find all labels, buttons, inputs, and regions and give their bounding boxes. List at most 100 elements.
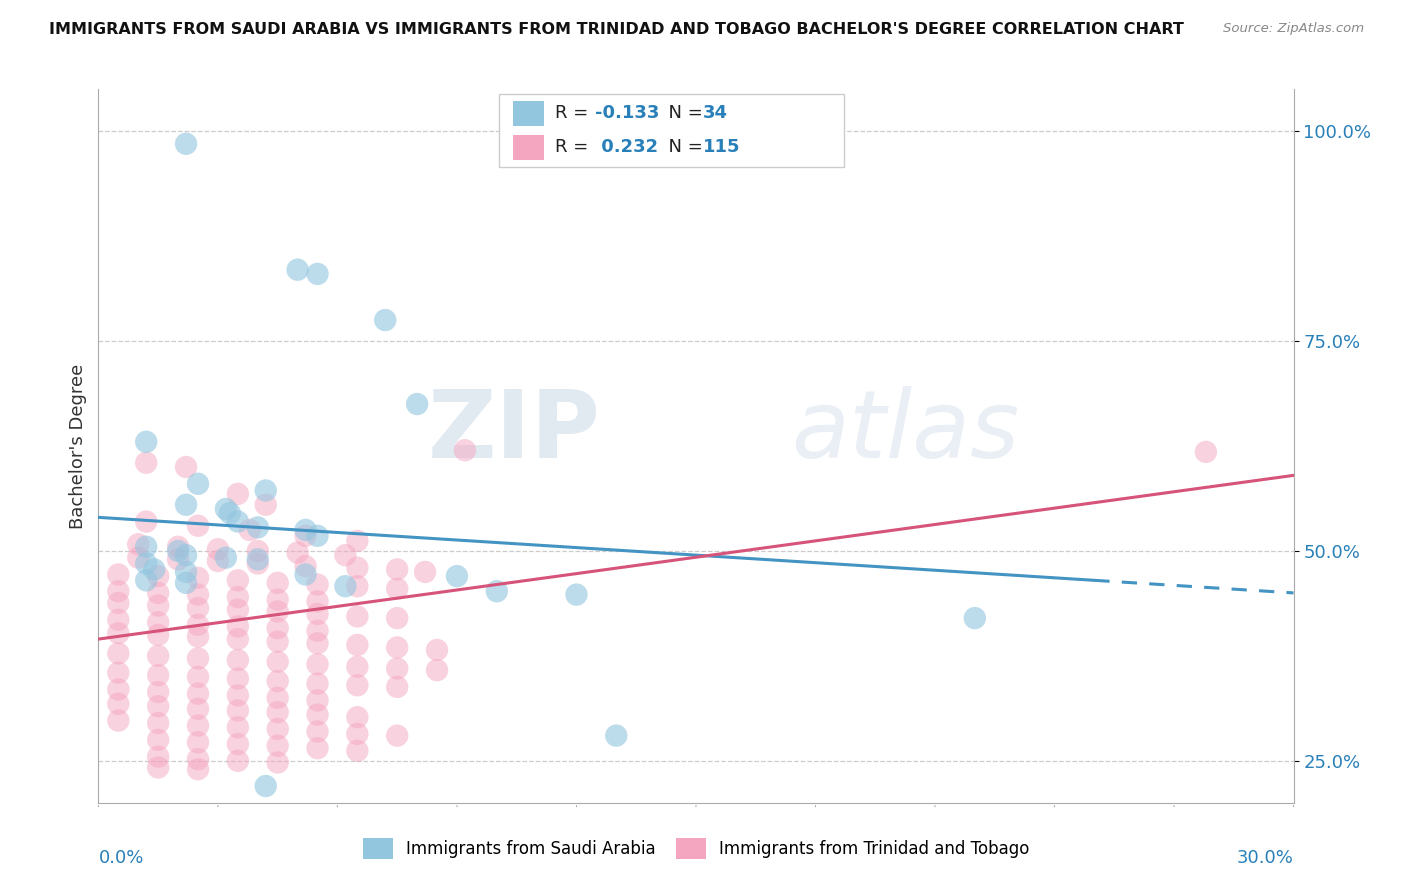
Point — [267, 592, 290, 607]
Point — [385, 611, 409, 625]
Point — [294, 529, 316, 543]
Point — [127, 537, 149, 551]
Point — [335, 579, 357, 593]
Point — [107, 567, 129, 582]
Text: 0.232: 0.232 — [595, 138, 658, 156]
Point — [148, 716, 170, 731]
Point — [107, 626, 129, 640]
Point — [307, 676, 329, 690]
Point — [187, 702, 209, 716]
Point — [307, 724, 329, 739]
Point — [346, 710, 368, 724]
Point — [565, 588, 588, 602]
Point — [267, 604, 290, 618]
Point — [605, 729, 627, 743]
Point — [148, 685, 170, 699]
Point — [148, 628, 170, 642]
Point — [346, 579, 368, 593]
Legend: Immigrants from Saudi Arabia, Immigrants from Trinidad and Tobago: Immigrants from Saudi Arabia, Immigrants… — [356, 831, 1036, 866]
Point — [406, 397, 429, 411]
Point — [148, 615, 170, 630]
Point — [226, 487, 249, 501]
Point — [413, 565, 436, 579]
Point — [135, 456, 157, 470]
Point — [187, 617, 209, 632]
Text: N =: N = — [657, 138, 709, 156]
Point — [254, 483, 277, 498]
Point — [254, 779, 277, 793]
Point — [148, 599, 170, 613]
Point — [207, 554, 229, 568]
Point — [219, 506, 242, 520]
Point — [239, 523, 262, 537]
Point — [446, 569, 468, 583]
Point — [148, 760, 170, 774]
Point — [267, 690, 290, 705]
Text: R =: R = — [555, 104, 595, 122]
Point — [226, 515, 249, 529]
Point — [287, 546, 309, 560]
Point — [267, 722, 290, 736]
Point — [346, 533, 368, 548]
Point — [226, 619, 249, 633]
Text: Source: ZipAtlas.com: Source: ZipAtlas.com — [1223, 22, 1364, 36]
Text: N =: N = — [657, 104, 709, 122]
Point — [426, 663, 449, 677]
Point — [226, 574, 249, 588]
Point — [148, 586, 170, 600]
Text: ZIP: ZIP — [427, 385, 600, 478]
Point — [307, 624, 329, 638]
Point — [174, 565, 197, 579]
Point — [267, 634, 290, 648]
Point — [307, 636, 329, 650]
Point — [135, 540, 157, 554]
Text: R =: R = — [555, 138, 595, 156]
Point — [267, 575, 290, 590]
Point — [346, 609, 368, 624]
Point — [107, 613, 129, 627]
Point — [226, 672, 249, 686]
Point — [135, 557, 157, 571]
Point — [187, 651, 209, 665]
Point — [187, 718, 209, 732]
Point — [346, 727, 368, 741]
Point — [226, 653, 249, 667]
Point — [174, 575, 197, 590]
Point — [426, 643, 449, 657]
Point — [226, 754, 249, 768]
Text: -0.133: -0.133 — [595, 104, 659, 122]
Point — [226, 590, 249, 604]
Point — [307, 594, 329, 608]
Point — [187, 864, 209, 879]
Point — [127, 550, 149, 565]
Point — [187, 601, 209, 615]
Point — [385, 562, 409, 576]
Point — [148, 699, 170, 714]
Point — [246, 557, 269, 571]
Point — [307, 693, 329, 707]
Point — [267, 705, 290, 719]
Point — [287, 262, 309, 277]
Point — [307, 577, 329, 591]
Point — [454, 443, 477, 458]
Point — [215, 502, 238, 516]
Point — [167, 552, 190, 566]
Point — [135, 811, 157, 825]
Point — [148, 732, 170, 747]
Point — [385, 729, 409, 743]
Text: 115: 115 — [703, 138, 741, 156]
Point — [174, 460, 197, 475]
Point — [187, 588, 209, 602]
Point — [187, 476, 209, 491]
Point — [187, 762, 209, 776]
Point — [246, 544, 269, 558]
Point — [226, 689, 249, 703]
Point — [963, 611, 986, 625]
Point — [143, 562, 166, 576]
Point — [107, 714, 129, 728]
Point — [187, 687, 209, 701]
Point — [187, 518, 209, 533]
Point — [107, 682, 129, 697]
Point — [215, 550, 238, 565]
Point — [307, 741, 329, 756]
